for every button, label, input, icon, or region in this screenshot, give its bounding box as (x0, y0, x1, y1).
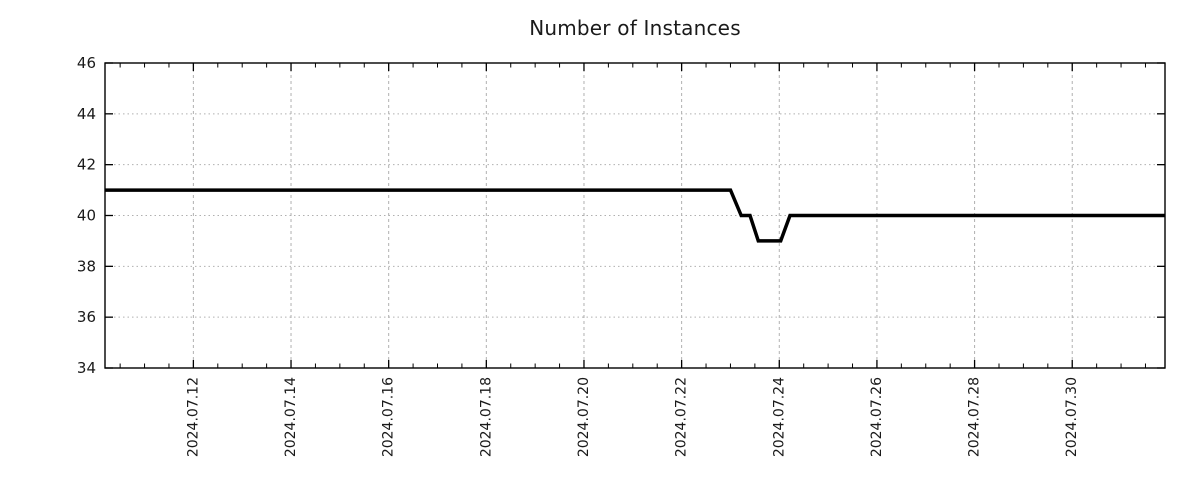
y-tick-label: 46 (77, 54, 96, 72)
x-tick-label: 2024.07.30 (1064, 377, 1080, 457)
chart-title: Number of Instances (529, 16, 741, 40)
y-tick-label: 38 (77, 257, 96, 275)
y-tick-label: 42 (77, 156, 96, 174)
x-tick-label: 2024.07.18 (478, 377, 494, 457)
x-tick-label: 2024.07.28 (967, 377, 983, 457)
x-tick-label: 2024.07.24 (771, 377, 787, 457)
x-tick-label: 2024.07.12 (185, 377, 201, 457)
x-tick-label: 2024.07.26 (869, 377, 885, 457)
y-tick-label: 34 (77, 359, 96, 377)
y-tick-label: 40 (77, 207, 96, 225)
x-tick-label: 2024.07.20 (576, 377, 592, 457)
y-tick-label: 36 (77, 308, 96, 326)
data-line-instances (105, 188, 1165, 243)
y-tick-label: 44 (77, 105, 96, 123)
x-tick-label: 2024.07.22 (674, 377, 690, 457)
x-tick-label: 2024.07.16 (381, 377, 397, 457)
x-tick-label: 2024.07.14 (283, 377, 299, 457)
